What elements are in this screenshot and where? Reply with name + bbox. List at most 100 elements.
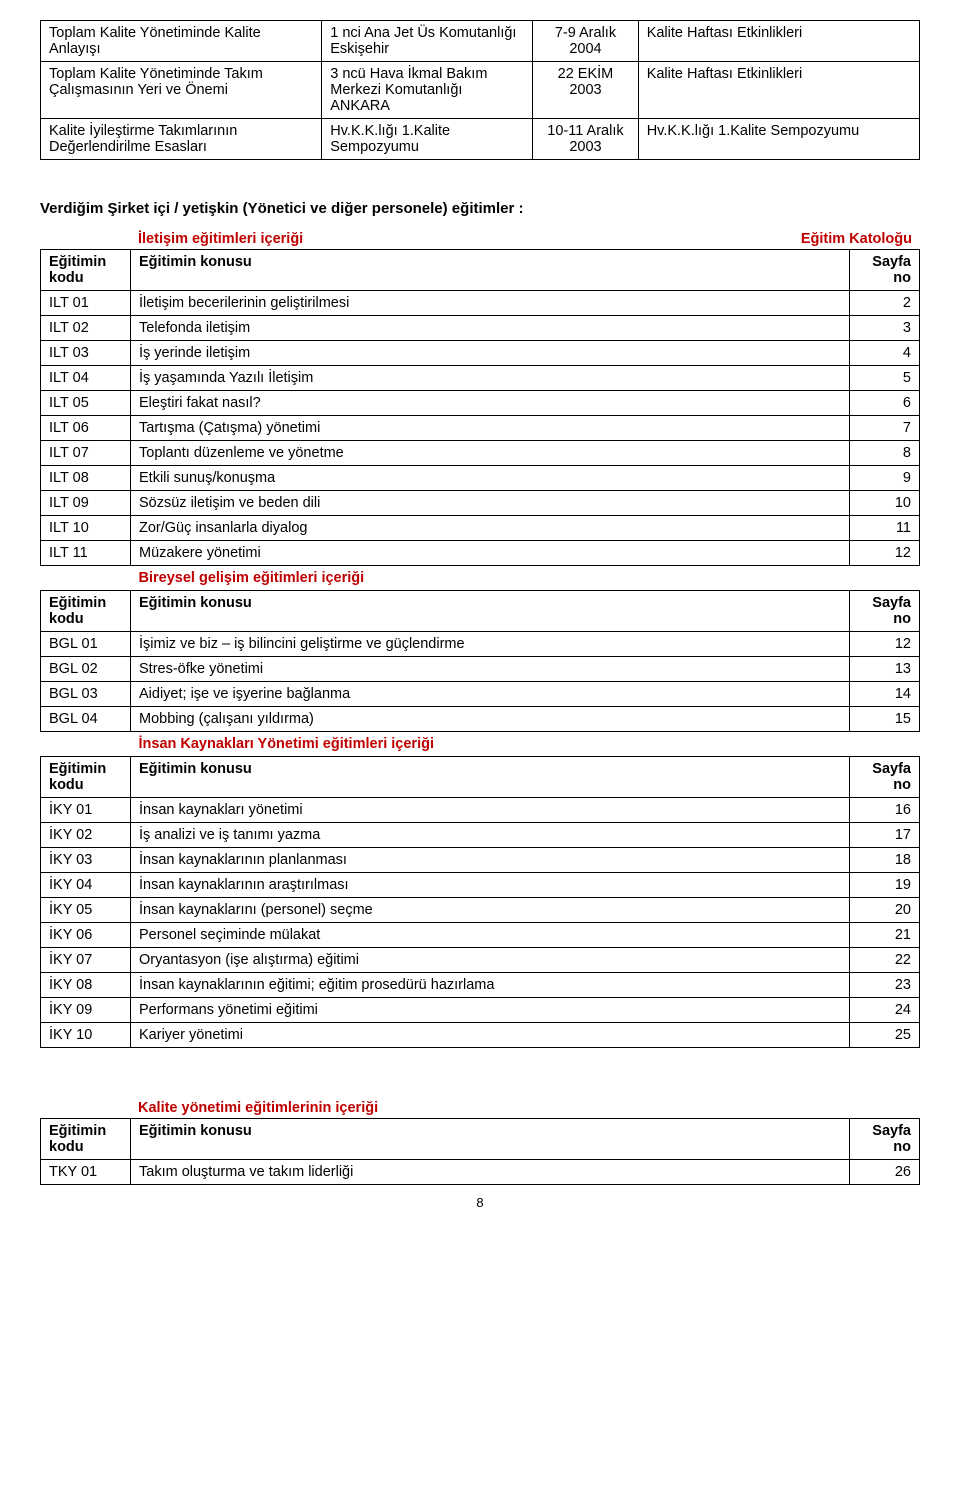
cell-topic: İşimiz ve biz – iş bilincini geliştirme …	[131, 632, 850, 657]
cell-topic: Telefonda iletişim	[131, 316, 850, 341]
table-row: TKY 01 Takım oluşturma ve takım liderliğ…	[41, 1160, 920, 1185]
cell-code: İKY 06	[41, 923, 131, 948]
table-row: ILT 07Toplantı düzenleme ve yönetme8	[41, 441, 920, 466]
table-row: ILT 08Etkili sunuş/konuşma9	[41, 466, 920, 491]
col-code-header: Eğitimin kodu	[41, 757, 131, 798]
table-row: Kalite İyileştirme Takımlarının Değerlen…	[41, 119, 920, 160]
cell-topic: Oryantasyon (işe alıştırma) eğitimi	[131, 948, 850, 973]
section-title-right: Eğitim Katoloğu	[801, 231, 912, 247]
col-topic-header: Eğitimin konusu	[131, 1119, 850, 1160]
cell-code: İKY 02	[41, 823, 131, 848]
cell-c4: Kalite Haftası Etkinlikleri	[638, 21, 919, 62]
cell-topic: Stres-öfke yönetimi	[131, 657, 850, 682]
cell-c2: 3 ncü Hava İkmal Bakım Merkezi Komutanlı…	[322, 62, 533, 119]
cell-code: ILT 05	[41, 391, 131, 416]
cell-page: 3	[850, 316, 920, 341]
cell-topic: İnsan kaynaklarının araştırılması	[131, 873, 850, 898]
cell-code: ILT 11	[41, 541, 131, 566]
table-header-row: Eğitimin koduEğitimin konusuSayfa no	[41, 250, 920, 291]
cell-topic: Aidiyet; işe ve işyerine bağlanma	[131, 682, 850, 707]
col-page-header: Sayfa no	[850, 591, 920, 632]
cell-page: 10	[850, 491, 920, 516]
col-topic-header: Eğitimin konusu	[131, 250, 850, 291]
cell-c4: Hv.K.K.lığı 1.Kalite Sempozyumu	[638, 119, 919, 160]
cell-c4: Kalite Haftası Etkinlikleri	[638, 62, 919, 119]
bottom-training-table: Eğitimin kodu Eğitimin konusu Sayfa no T…	[40, 1118, 920, 1185]
cell-c1: Toplam Kalite Yönetiminde Takım Çalışmas…	[41, 62, 322, 119]
table-row: İKY 01İnsan kaynakları yönetimi16	[41, 798, 920, 823]
cell-code: ILT 08	[41, 466, 131, 491]
cell-page: 23	[850, 973, 920, 998]
cell-code: BGL 03	[41, 682, 131, 707]
activities-table: Toplam Kalite Yönetiminde Kalite Anlayış…	[40, 20, 920, 160]
cell-code: İKY 01	[41, 798, 131, 823]
cell-page: 17	[850, 823, 920, 848]
table-header-row: Eğitimin koduEğitimin konusuSayfa no	[41, 591, 920, 632]
table-row: İKY 03İnsan kaynaklarının planlanması18	[41, 848, 920, 873]
cell-topic: İnsan kaynaklarını (personel) seçme	[131, 898, 850, 923]
section-title: Bireysel gelişim eğitimleri içeriği	[139, 570, 365, 586]
cell-code: ILT 10	[41, 516, 131, 541]
cell-code: İKY 09	[41, 998, 131, 1023]
cell-topic: Toplantı düzenleme ve yönetme	[131, 441, 850, 466]
col-code-header: Eğitimin kodu	[41, 1119, 131, 1160]
cell-topic: İnsan kaynaklarının planlanması	[131, 848, 850, 873]
table-row: Toplam Kalite Yönetiminde Takım Çalışmas…	[41, 62, 920, 119]
cell-topic: Mobbing (çalışanı yıldırma)	[131, 707, 850, 732]
cell-page: 11	[850, 516, 920, 541]
cell-page: 24	[850, 998, 920, 1023]
cell-page: 25	[850, 1023, 920, 1048]
cell-code: BGL 04	[41, 707, 131, 732]
cell-page: 12	[850, 541, 920, 566]
cell-topic: Tartışma (Çatışma) yönetimi	[131, 416, 850, 441]
cell-c3: 10-11 Aralık 2003	[533, 119, 638, 160]
cell-page: 9	[850, 466, 920, 491]
cell-code: BGL 01	[41, 632, 131, 657]
table-row: BGL 01İşimiz ve biz – iş bilincini geliş…	[41, 632, 920, 657]
cell-page: 4	[850, 341, 920, 366]
cell-page: 16	[850, 798, 920, 823]
section-title: İnsan Kaynakları Yönetimi eğitimleri içe…	[139, 736, 434, 752]
cell-page: 26	[850, 1160, 920, 1185]
table-header-row: Eğitimin kodu Eğitimin konusu Sayfa no	[41, 1119, 920, 1160]
bottom-section-header: Kalite yönetimi eğitimlerinin içeriği	[40, 1098, 920, 1118]
cell-c2: 1 nci Ana Jet Üs Komutanlığı Eskişehir	[322, 21, 533, 62]
cell-code: İKY 03	[41, 848, 131, 873]
main-heading: Verdiğim Şirket içi / yetişkin (Yönetici…	[40, 200, 920, 217]
cell-topic: İnsan kaynaklarının eğitimi; eğitim pros…	[131, 973, 850, 998]
bottom-section-title: Kalite yönetimi eğitimlerinin içeriği	[138, 1100, 378, 1116]
col-page-header: Sayfa no	[850, 757, 920, 798]
cell-topic: Eleştiri fakat nasıl?	[131, 391, 850, 416]
table-row: İKY 10Kariyer yönetimi25	[41, 1023, 920, 1048]
table-row: İKY 07Oryantasyon (işe alıştırma) eğitim…	[41, 948, 920, 973]
col-page-header: Sayfa no	[850, 1119, 920, 1160]
table-row: ILT 09Sözsüz iletişim ve beden dili10	[41, 491, 920, 516]
cell-code: ILT 01	[41, 291, 131, 316]
cell-page: 20	[850, 898, 920, 923]
cell-topic: İletişim becerilerinin geliştirilmesi	[131, 291, 850, 316]
cell-code: ILT 07	[41, 441, 131, 466]
col-code-header: Eğitimin kodu	[41, 250, 131, 291]
table-row: ILT 06Tartışma (Çatışma) yönetimi7	[41, 416, 920, 441]
table-row: İKY 02İş analizi ve iş tanımı yazma17	[41, 823, 920, 848]
table-row: BGL 04Mobbing (çalışanı yıldırma)15	[41, 707, 920, 732]
cell-page: 13	[850, 657, 920, 682]
cell-topic: İnsan kaynakları yönetimi	[131, 798, 850, 823]
col-code-header: Eğitimin kodu	[41, 591, 131, 632]
cell-topic: İş yaşamında Yazılı İletişim	[131, 366, 850, 391]
table-row: İKY 06Personel seçiminde mülakat21	[41, 923, 920, 948]
cell-topic: Zor/Güç insanlarla diyalog	[131, 516, 850, 541]
cell-topic: Etkili sunuş/konuşma	[131, 466, 850, 491]
cell-code: ILT 09	[41, 491, 131, 516]
cell-topic: İş yerinde iletişim	[131, 341, 850, 366]
table-row: İKY 08İnsan kaynaklarının eğitimi; eğiti…	[41, 973, 920, 998]
cell-code: İKY 05	[41, 898, 131, 923]
cell-page: 12	[850, 632, 920, 657]
cell-page: 18	[850, 848, 920, 873]
cell-page: 14	[850, 682, 920, 707]
cell-topic: Müzakere yönetimi	[131, 541, 850, 566]
section-header-line: İletişim eğitimleri içeriği Eğitim Katol…	[40, 229, 920, 249]
cell-page: 7	[850, 416, 920, 441]
table-row: BGL 03Aidiyet; işe ve işyerine bağlanma1…	[41, 682, 920, 707]
cell-code: İKY 07	[41, 948, 131, 973]
